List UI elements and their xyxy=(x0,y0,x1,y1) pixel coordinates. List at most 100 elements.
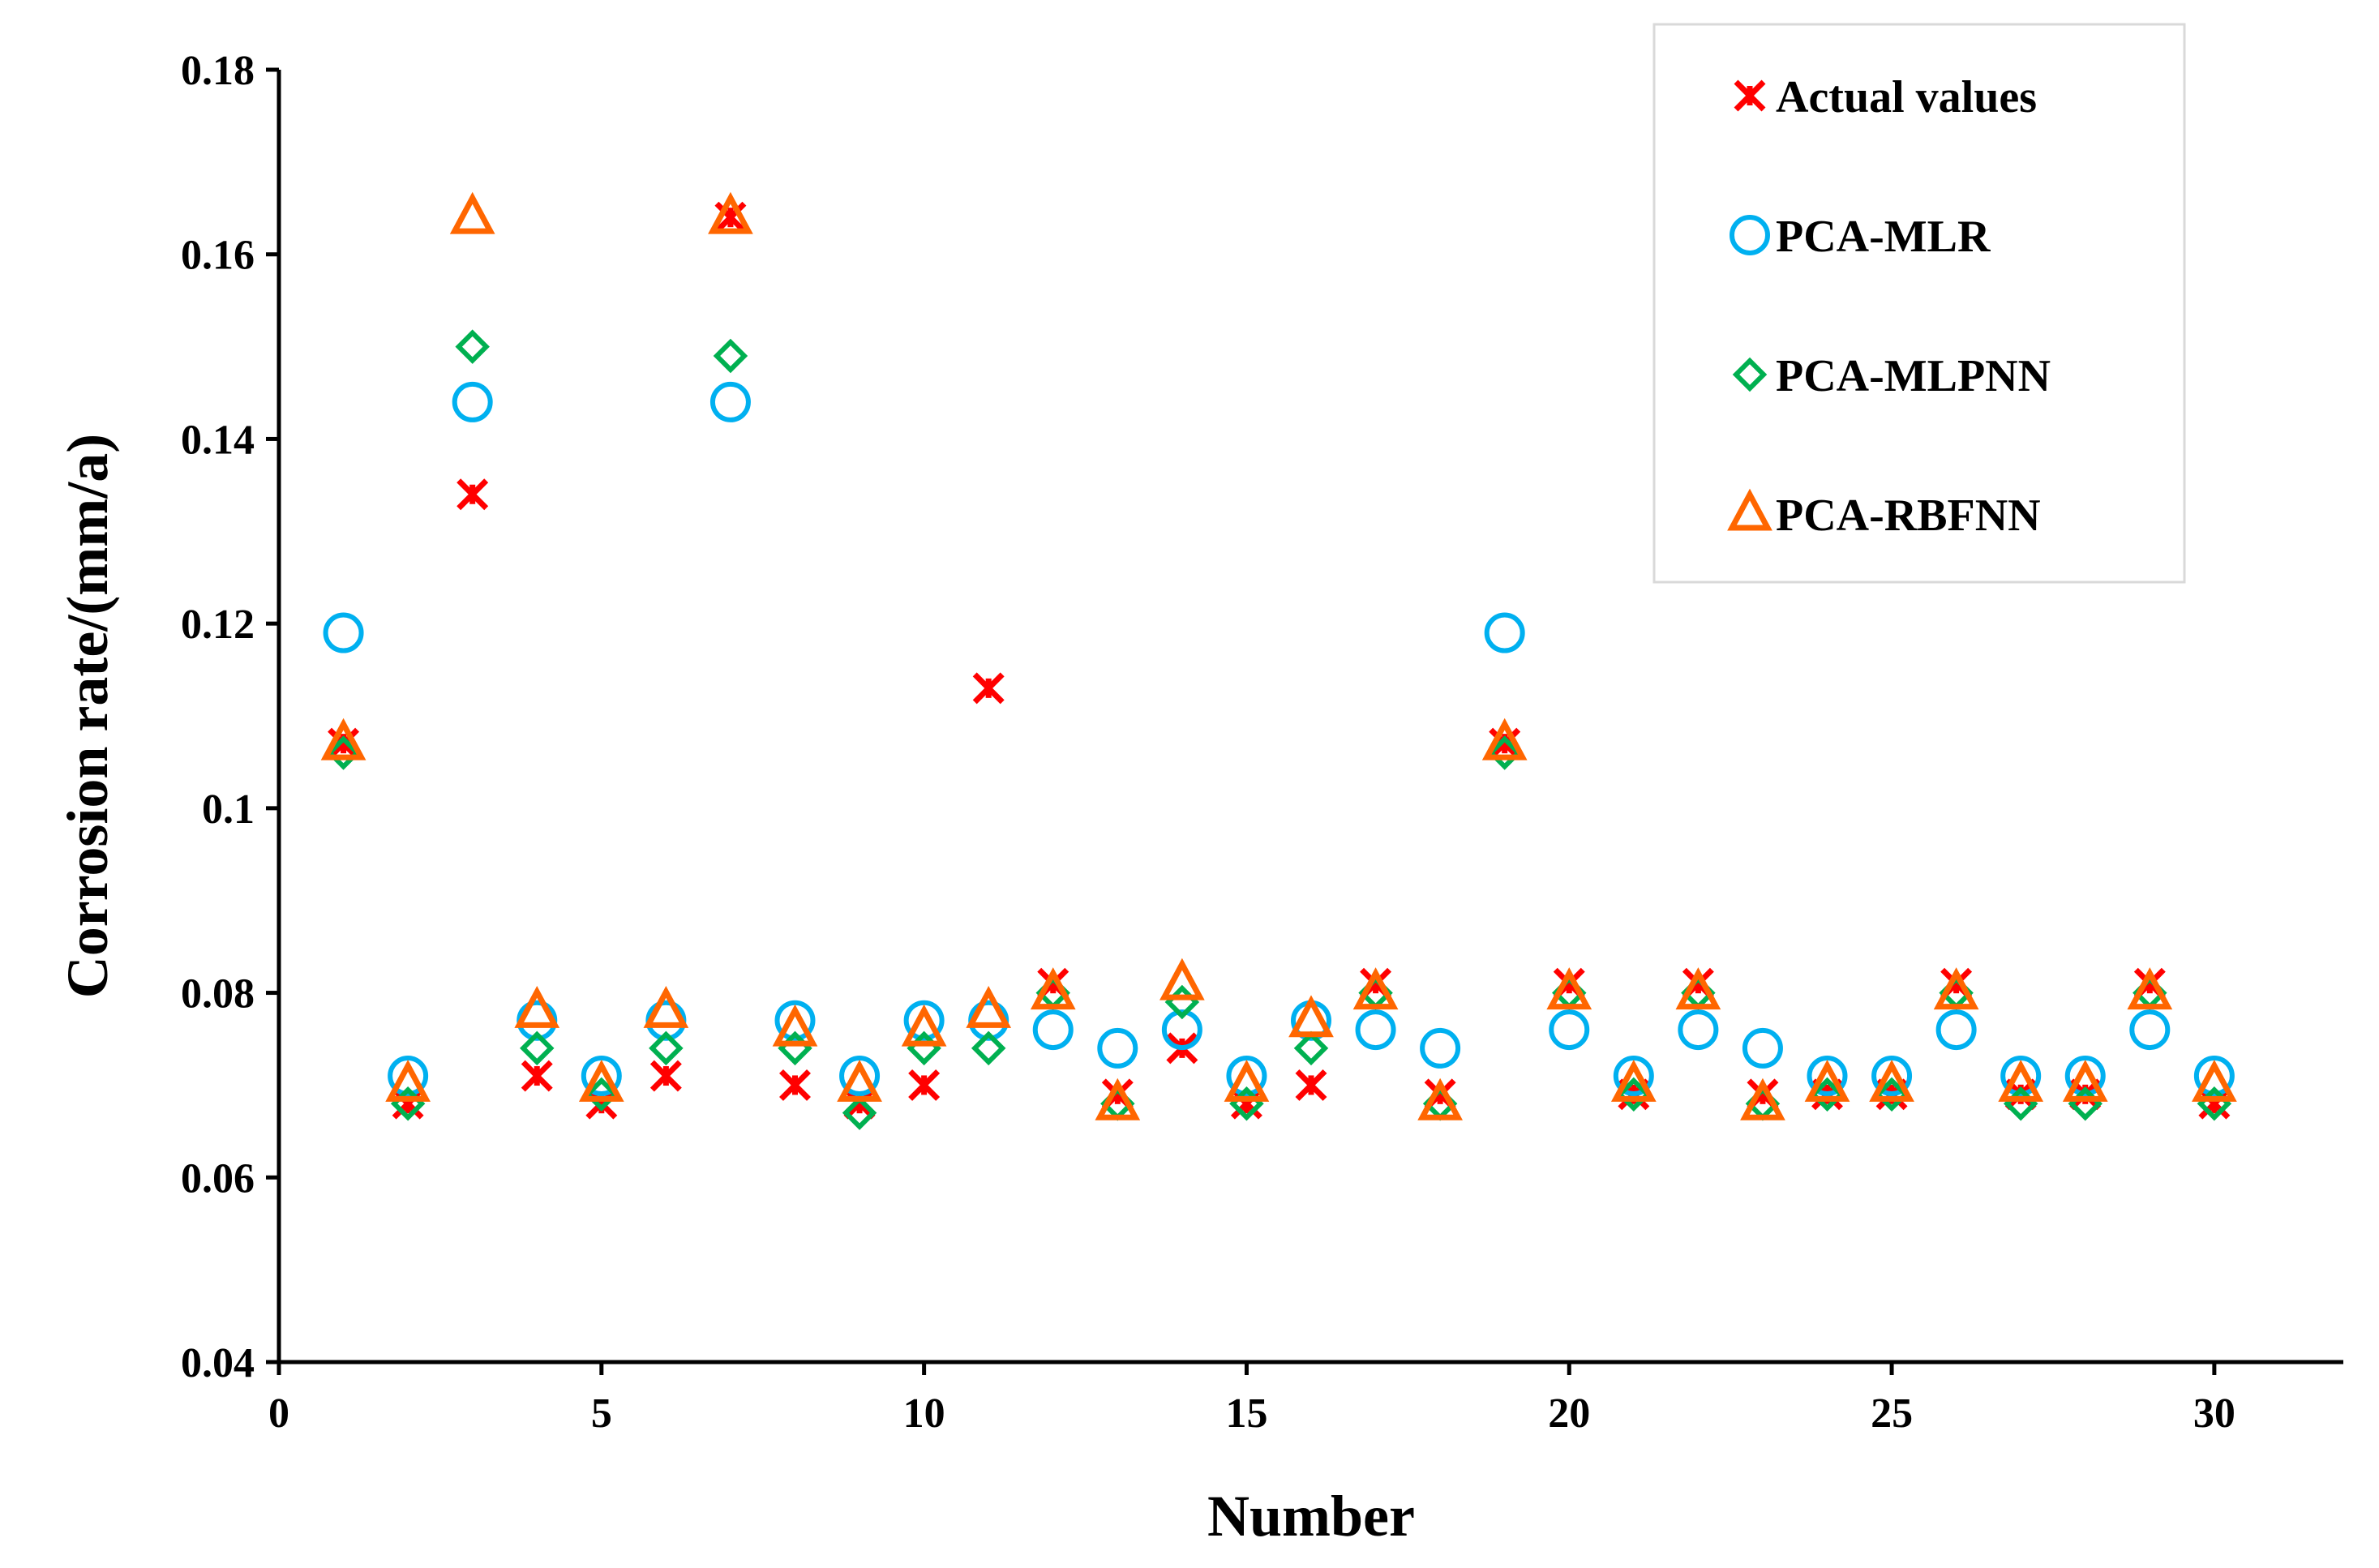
y-tick-label: 0.04 xyxy=(181,1340,255,1386)
actual-values-point xyxy=(779,1069,811,1101)
pca-mlr-point xyxy=(2193,1056,2235,1097)
legend-label-pca-mlpnn: PCA-MLPNN xyxy=(1776,351,2051,401)
pca-mlr-point xyxy=(2064,1056,2106,1097)
x-tick-label: 5 xyxy=(591,1390,612,1437)
pca-mlpnn-point xyxy=(584,1077,619,1112)
pca-rbfnn-point xyxy=(643,985,689,1028)
pca-mlpnn-point xyxy=(1874,1077,1910,1112)
pca-rbfnn-point xyxy=(1417,1077,1463,1120)
y-tick-label: 0.14 xyxy=(181,417,255,463)
x-tick-label: 0 xyxy=(268,1390,289,1437)
pca-mlpnn-point xyxy=(971,1030,1006,1066)
legend-marker-pca-mlr xyxy=(1730,215,1770,255)
pca-mlr-point xyxy=(839,1056,881,1097)
pca-rbfnn-point xyxy=(1224,1060,1270,1102)
pca-mlr-point xyxy=(1355,1009,1396,1051)
pca-rbfnn-point xyxy=(708,191,753,234)
pca-rbfnn-point xyxy=(2192,1060,2237,1102)
actual-values-point xyxy=(908,1069,941,1101)
pca-rbfnn-point xyxy=(1740,1077,1785,1120)
pca-mlr-point xyxy=(1935,1009,1977,1051)
pca-mlr-point xyxy=(323,612,364,653)
pca-mlpnn-point xyxy=(326,735,361,770)
pca-mlpnn-point xyxy=(842,1095,877,1130)
pca-rbfnn-point xyxy=(2127,967,2173,1010)
legend-marker-pca-mlpnn xyxy=(1732,357,1768,392)
x-tick-label: 25 xyxy=(1871,1390,1913,1437)
actual-values-point xyxy=(1295,1069,1327,1101)
pca-rbfnn-point xyxy=(320,718,366,760)
legend-label-actual-values: Actual values xyxy=(1776,72,2037,122)
pca-mlr-point xyxy=(388,1056,429,1097)
pca-mlr-point xyxy=(1678,1009,1719,1051)
pca-mlr-point xyxy=(903,1000,945,1041)
pca-rbfnn-point xyxy=(1352,967,1399,1010)
pca-mlpnn-point xyxy=(713,338,748,374)
pca-mlr-point xyxy=(709,381,751,422)
actual-values-point xyxy=(714,201,747,233)
y-tick-label: 0.06 xyxy=(181,1155,255,1202)
x-axis-title: Number xyxy=(1207,1484,1415,1549)
x-tick-label: 30 xyxy=(2193,1390,2235,1437)
pca-rbfnn-point xyxy=(966,985,1012,1028)
actual-values-point xyxy=(649,1060,682,1092)
pca-mlpnn-point xyxy=(649,1030,684,1066)
pca-rbfnn-point xyxy=(1288,995,1334,1038)
pca-rbfnn-point xyxy=(1546,967,1592,1010)
data-marks xyxy=(320,191,2237,1130)
pca-mlr-point xyxy=(1226,1056,1267,1097)
pca-mlpnn-point xyxy=(1293,1030,1329,1066)
pca-rbfnn-point xyxy=(1481,718,1528,760)
y-tick-label: 0.1 xyxy=(202,786,255,833)
axes: 0.04 0.06 0.08 0.1 0.12 0.14 0.16 0.18 0 5 10 15 20 2… xyxy=(181,48,2343,1437)
pca-rbfnn-point xyxy=(1804,1060,1850,1102)
pca-mlr-point xyxy=(1871,1056,1913,1097)
legend-marker-actual-values xyxy=(1734,79,1766,112)
x-tick-label: 10 xyxy=(903,1390,945,1437)
actual-values-point xyxy=(972,672,1005,705)
pca-mlr-point xyxy=(581,1056,622,1097)
pca-mlpnn-point xyxy=(1487,735,1522,770)
pca-mlpnn-point xyxy=(455,329,490,364)
pca-rbfnn-point xyxy=(1869,1060,1914,1102)
pca-rbfnn-point xyxy=(578,1060,624,1102)
pca-mlr-point xyxy=(1097,1027,1138,1069)
pca-rbfnn-point xyxy=(1095,1077,1141,1120)
pca-rbfnn-point xyxy=(772,1004,818,1047)
pca-rbfnn-point xyxy=(1675,967,1721,1010)
pca-rbfnn-point xyxy=(385,1060,431,1102)
y-tick-label: 0.18 xyxy=(181,48,255,94)
pca-rbfnn-point xyxy=(1933,967,1979,1010)
pca-mlr-point xyxy=(1420,1027,1461,1069)
pca-mlpnn-point xyxy=(1810,1077,1845,1112)
pca-rbfnn-point xyxy=(1998,1060,2044,1102)
pca-rbfnn-point xyxy=(837,1060,882,1102)
actual-values-point xyxy=(521,1060,553,1092)
legend-label-pca-mlr: PCA-MLR xyxy=(1776,212,1991,262)
pca-mlr-point xyxy=(1032,1009,1074,1051)
pca-mlr-point xyxy=(452,381,493,422)
pca-rbfnn-point xyxy=(449,191,495,234)
x-tick-label: 20 xyxy=(1548,1390,1590,1437)
pca-rbfnn-point xyxy=(901,1004,947,1047)
pca-rbfnn-point xyxy=(1159,958,1205,1000)
pca-mlr-point xyxy=(1613,1056,1654,1097)
pca-mlr-point xyxy=(2129,1009,2171,1051)
pca-mlpnn-point xyxy=(1616,1077,1652,1112)
pca-rbfnn-point xyxy=(1610,1060,1657,1102)
pca-mlr-point xyxy=(1742,1027,1783,1069)
actual-values-point xyxy=(457,478,489,511)
legend: Actual values PCA-MLR PCA-MLPNN PCA-RBFNN xyxy=(1652,23,2186,584)
series-pca-rbfnn xyxy=(320,191,2237,1120)
legend-marker-pca-rbfnn xyxy=(1727,488,1772,531)
y-tick-label: 0.16 xyxy=(181,233,255,279)
pca-mlr-point xyxy=(1549,1009,1590,1051)
y-axis-title: Corrosion rate/(mm/a) xyxy=(55,434,120,998)
pca-mlr-point xyxy=(774,1000,816,1041)
pca-mlr-point xyxy=(1161,1009,1202,1051)
pca-rbfnn-point xyxy=(1030,967,1076,1010)
pca-mlr-point xyxy=(1484,612,1525,653)
y-tick-label: 0.08 xyxy=(181,971,255,1017)
x-tick-label: 15 xyxy=(1225,1390,1267,1437)
